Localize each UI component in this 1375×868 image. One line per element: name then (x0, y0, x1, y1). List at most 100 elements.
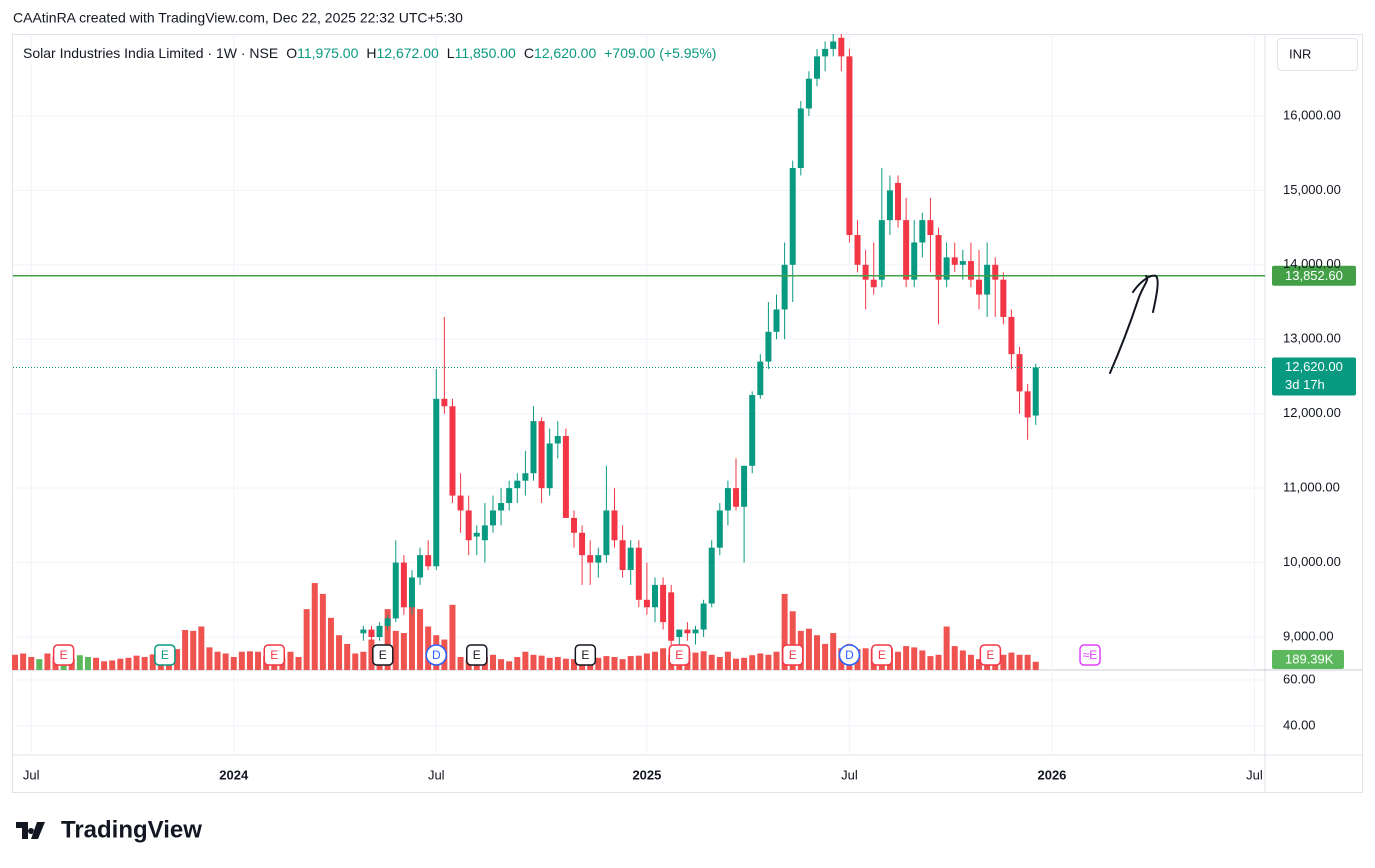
candle-body (789, 168, 796, 265)
candle-body (967, 261, 974, 280)
candle-body (651, 584, 658, 608)
y-tick-label: 12,000.00 (1283, 405, 1341, 420)
ohlc-name: H (366, 45, 376, 61)
candle-body (481, 525, 488, 541)
volume-bar (716, 656, 723, 670)
candle-body (895, 182, 902, 221)
x-tick-label: Jul (23, 767, 40, 782)
candle-body (627, 547, 634, 571)
candle-body (473, 532, 480, 537)
earnings-marker (781, 644, 804, 666)
candle-body (368, 629, 375, 638)
candle-body (692, 629, 699, 634)
event-label: E (675, 648, 683, 662)
candle-body (797, 108, 804, 169)
volume-bar (554, 656, 561, 670)
candle-body (498, 503, 505, 511)
volume-bar (911, 647, 918, 670)
volume-bar (149, 654, 156, 670)
volume-bar (562, 658, 569, 670)
candle-body (716, 510, 723, 548)
candle-body (757, 361, 764, 396)
overlays: 13,852.60 12,620.00 3d 17h 189.39K E E E E D E E E E… (13, 265, 1356, 669)
volume-bar (246, 651, 253, 670)
volume-bar (20, 653, 27, 670)
candle-body (878, 220, 885, 280)
candle-body (465, 510, 472, 541)
hline-label: 13,852.60 (1285, 268, 1343, 283)
volume-bar (733, 658, 740, 670)
candle-body (911, 242, 918, 280)
x-tick-label: Jul (1246, 767, 1263, 782)
volume-bar (449, 604, 456, 670)
event-label: ≈E (1083, 648, 1098, 662)
volume-bar (773, 651, 780, 670)
candle-body (384, 618, 391, 626)
candle-body (530, 421, 537, 474)
volume-bar (538, 655, 545, 670)
candle-body (449, 406, 456, 496)
volume-bar (919, 650, 926, 670)
volume-bar (619, 659, 626, 670)
candle-body (943, 257, 950, 280)
currency: INR (1289, 46, 1311, 61)
volume-bar (967, 654, 974, 670)
candle-body (400, 562, 407, 608)
candle-body (676, 629, 683, 638)
candle-body (1000, 279, 1007, 317)
candle-body (587, 555, 594, 563)
change-pct: (+5.95%) (659, 45, 716, 61)
volume-bar (36, 659, 43, 670)
hline-label-box (1272, 265, 1356, 286)
logo: TradingView (16, 816, 202, 843)
candle-body (1024, 391, 1031, 418)
earnings-marker (574, 644, 597, 666)
credit: CAAtinRA created with TradingView.com, D… (13, 10, 463, 26)
volume-bar (174, 649, 181, 670)
volume-bar (530, 654, 537, 670)
currency-box[interactable] (1277, 38, 1358, 71)
candle-body (773, 309, 780, 332)
candle-body (619, 540, 626, 571)
volume-bar (12, 654, 19, 670)
ohlc-value: 12,620.00 (534, 45, 596, 61)
volume-bar (522, 651, 529, 670)
x-tick-label: Jul (841, 767, 858, 782)
candle-body (603, 510, 610, 556)
candle-body (684, 629, 691, 634)
volume-bar (1000, 654, 1007, 670)
volume-bar (417, 609, 424, 670)
last-price-label: 12,620.00 (1285, 359, 1343, 374)
ohlc-value: 11,975.00 (297, 45, 358, 61)
candle-body (570, 517, 577, 533)
candle-body (425, 555, 432, 567)
event-label: D (432, 648, 441, 662)
earnings-marker (372, 644, 394, 666)
volume-bar (109, 660, 116, 670)
candle-body (643, 599, 650, 608)
volume-bar (327, 617, 334, 670)
candle-body (733, 488, 740, 507)
candle-body (854, 235, 861, 265)
logo-mark (16, 822, 45, 839)
volume-bar (959, 650, 966, 670)
candle-body (595, 555, 602, 563)
volume-bar (643, 653, 650, 670)
y-tick-label: 15,000.00 (1283, 182, 1341, 197)
candle-body (870, 279, 877, 288)
candle-body (976, 279, 983, 295)
ohlc-value: 12,672.00 (376, 45, 438, 61)
volume-bar (805, 628, 812, 670)
event-label: E (789, 648, 797, 662)
grid (13, 35, 1265, 755)
volume-bar (190, 630, 197, 670)
candle-body (538, 421, 545, 489)
volume-bar (392, 630, 399, 670)
volume-bar (741, 657, 748, 670)
candle-body (611, 510, 618, 541)
volume-bar (1032, 661, 1039, 670)
volume-bar (692, 652, 699, 670)
chart-frame (12, 34, 1363, 793)
volume-bar (546, 657, 553, 670)
